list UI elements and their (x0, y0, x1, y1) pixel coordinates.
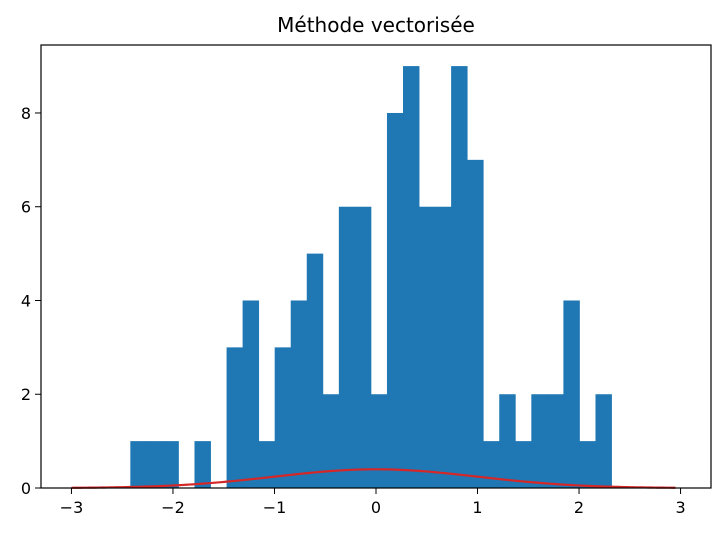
histogram-bar (146, 441, 163, 488)
histogram-bar (386, 112, 404, 488)
histogram-bar (338, 206, 356, 488)
y-axis: 0 2 4 6 8 (21, 104, 41, 498)
histogram-bar (547, 394, 564, 488)
x-tick-label: 1 (472, 498, 482, 517)
histogram-bar (595, 394, 612, 488)
histogram-bar (515, 441, 532, 488)
chart-title: Méthode vectorisée (277, 13, 475, 37)
density-curve (71, 468, 676, 489)
x-tick-label: −2 (161, 498, 185, 517)
histogram-bar (467, 159, 484, 488)
histogram-bar (322, 394, 340, 488)
histogram-bar (451, 66, 468, 488)
y-tick-label: 0 (21, 479, 31, 498)
histogram-bar (579, 441, 596, 488)
histogram-bar (435, 206, 452, 488)
x-tick-label: 3 (675, 498, 685, 517)
histogram-bar (499, 394, 516, 488)
histogram-bar (194, 441, 211, 488)
x-tick-label: −3 (60, 498, 84, 517)
histogram-bar (563, 300, 580, 488)
histogram-bar (403, 66, 420, 488)
y-tick-label: 6 (21, 198, 31, 217)
y-tick-label: 4 (21, 291, 31, 310)
y-tick-label: 2 (21, 385, 31, 404)
histogram-bar (258, 441, 276, 488)
histogram-bar (354, 206, 372, 488)
histogram-bar (290, 300, 308, 488)
histogram-bar (531, 394, 548, 488)
histogram-bar (274, 347, 292, 488)
histogram-bar (162, 441, 179, 488)
histogram-bar (130, 441, 147, 488)
histogram-bar (483, 441, 500, 488)
x-tick-label: 2 (574, 498, 584, 517)
histogram-bars (130, 66, 612, 488)
x-tick-label: 0 (371, 498, 381, 517)
y-tick-label: 8 (21, 104, 31, 123)
x-tick-label: −1 (263, 498, 287, 517)
histogram-bar (242, 300, 260, 488)
x-axis: −3 −2 −1 0 1 2 3 (60, 488, 686, 517)
histogram-bar (226, 347, 244, 488)
histogram-bar (370, 394, 388, 488)
histogram-bar (419, 206, 436, 488)
histogram-bar (306, 253, 324, 488)
